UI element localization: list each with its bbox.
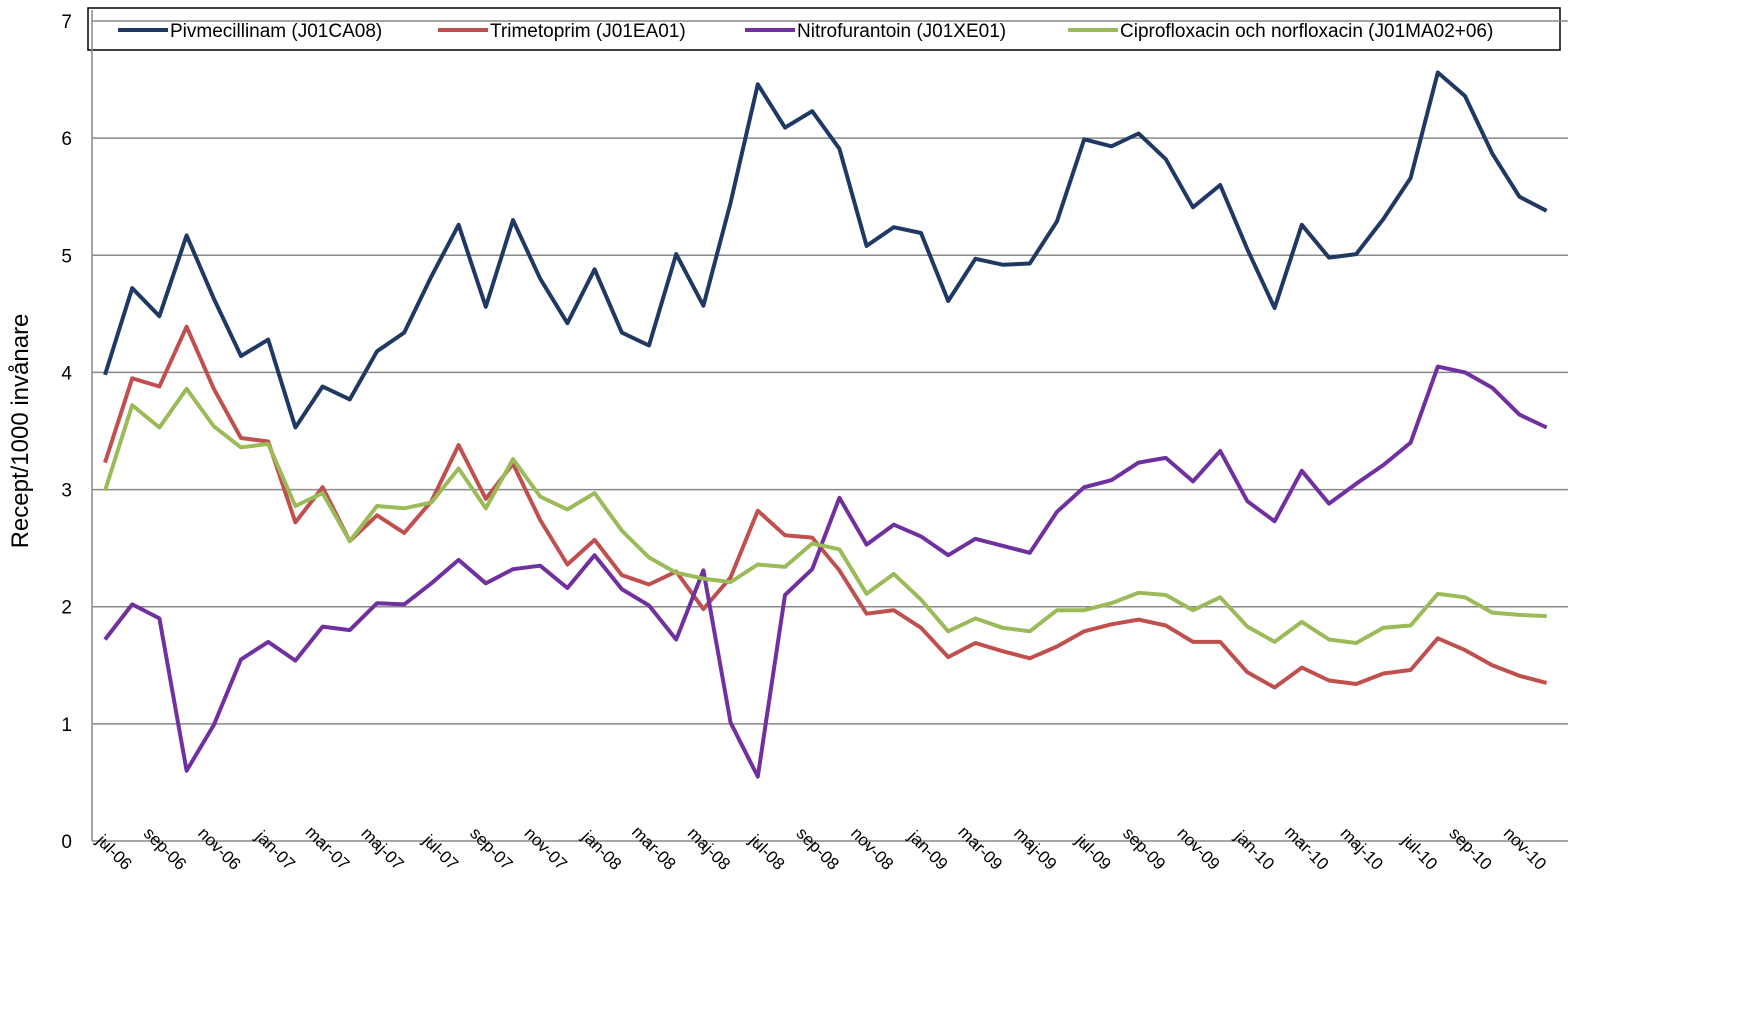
legend-label: Nitrofurantoin (J01XE01) [797, 21, 1006, 42]
x-tick-label: sep-06 [140, 824, 190, 874]
x-tick-label: nov-10 [1500, 824, 1550, 874]
x-tick-label: mar-08 [628, 822, 680, 874]
x-tick-label: jan-10 [1230, 826, 1278, 874]
x-tick-label: jul-08 [745, 830, 789, 874]
y-tick-label: 1 [61, 715, 72, 736]
x-tick-label: jan-08 [578, 826, 626, 874]
x-tick-label: mar-07 [302, 822, 354, 874]
series-line [103, 324, 1548, 690]
legend-box [87, 7, 1561, 51]
x-tick-label: maj-09 [1010, 824, 1060, 874]
y-tick-label: 5 [61, 246, 72, 267]
y-tick-label: 3 [61, 481, 72, 502]
x-tick-label: jul-10 [1398, 830, 1442, 874]
y-axis-label: Recept/1000 invånare [7, 314, 34, 549]
x-tick-label: mar-10 [1281, 822, 1333, 874]
y-tick-label: 0 [61, 832, 72, 853]
legend-label: Pivmecillinam (J01CA08) [170, 21, 382, 42]
x-tick-label: maj-07 [357, 824, 407, 874]
x-tick-label: nov-07 [521, 824, 571, 874]
x-tick-label: jan-09 [904, 826, 952, 874]
series-line [103, 386, 1547, 645]
x-tick-label: jul-06 [92, 830, 136, 874]
x-tick-label: sep-10 [1445, 824, 1495, 874]
x-tick-label: nov-08 [847, 824, 897, 874]
legend-label: Ciprofloxacin och norfloxacin (J01MA02+0… [1120, 21, 1493, 42]
x-tick-label: jul-07 [418, 830, 462, 874]
x-tick-label: jul-09 [1071, 830, 1115, 874]
x-tick-label: sep-09 [1119, 824, 1169, 874]
legend-label: Trimetoprim (J01EA01) [490, 21, 686, 42]
x-tick-label: mar-09 [954, 822, 1006, 874]
series-line [103, 364, 1548, 779]
x-tick-label: sep-07 [466, 824, 516, 874]
x-tick-label: nov-09 [1173, 824, 1223, 874]
y-tick-label: 6 [61, 129, 72, 150]
y-tick-label: 7 [61, 12, 72, 33]
x-tick-label: maj-10 [1337, 824, 1387, 874]
x-tick-label: maj-08 [684, 824, 734, 874]
y-tick-label: 2 [61, 598, 72, 619]
y-tick-label: 4 [61, 363, 72, 384]
series-line [103, 70, 1548, 430]
x-tick-label: sep-08 [793, 824, 843, 874]
x-tick-label: jan-07 [251, 826, 299, 874]
x-tick-label: nov-06 [194, 824, 244, 874]
